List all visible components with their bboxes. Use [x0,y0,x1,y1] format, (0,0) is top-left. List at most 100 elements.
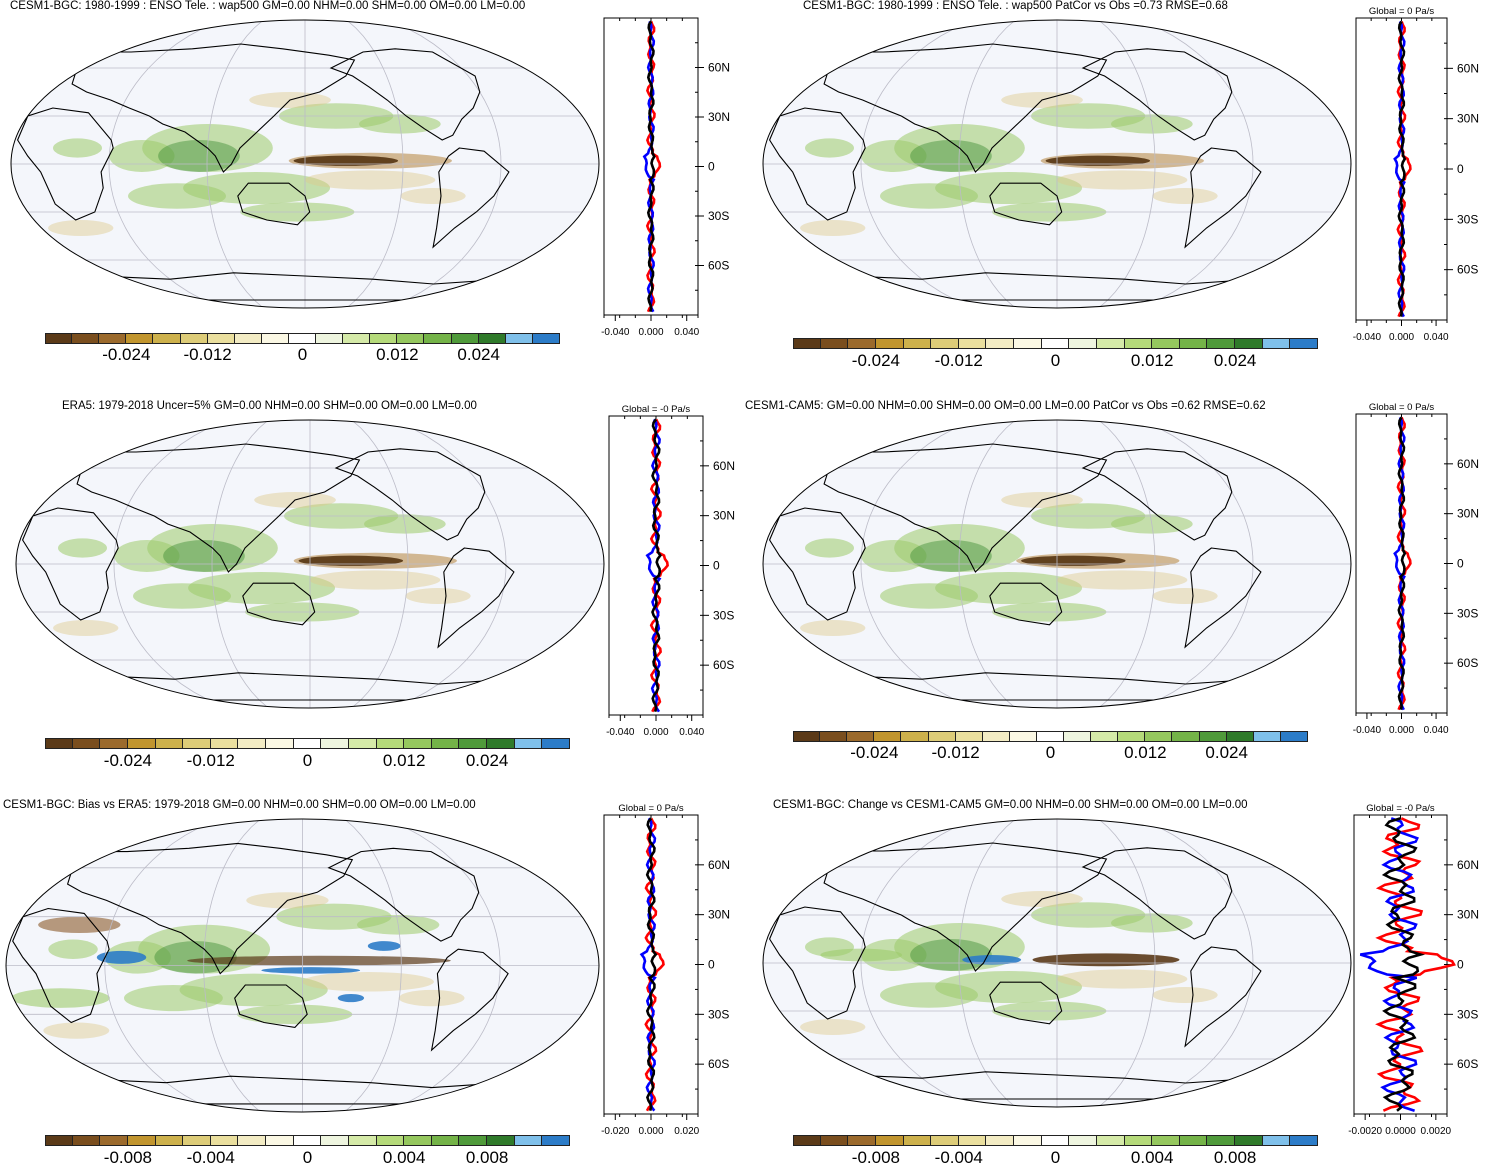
colorbar-swatch [321,738,349,749]
profile-axes: Global = 0 Pa/s 60N 30N 0 30S 60S -0.040 0.000 0… [1353,402,1479,736]
profile-title: Global = 0 Pa/s [618,803,683,814]
anomaly-patch [1056,170,1188,190]
anomaly-patch [38,916,121,933]
coastline [1081,448,1233,541]
anomaly-patch [48,220,114,236]
colorbar-swatch [1253,731,1281,742]
graticule [11,20,599,308]
colorbar-swatch [451,333,479,344]
coastline [1184,946,1262,1048]
colorbar-swatch [931,1135,959,1146]
colorbar-swatch [901,731,929,742]
robinson-map [5,818,600,1113]
colorbar-swatch [1064,731,1092,742]
colorbar-swatch [1179,1135,1208,1146]
profile-black-line [645,817,658,1112]
longitude-line [351,420,409,708]
x-tick-label: 0.040 [1424,725,1449,736]
colorbar-swatch [1172,731,1200,742]
colorbar-frame [793,338,1318,349]
colorbar-swatch [1096,1135,1125,1146]
colorbar-swatch [155,1135,184,1146]
colorbar-tick-label: 0.012 [376,345,419,364]
longitude-line [344,819,402,1112]
coastline [98,272,506,301]
lat-tick-label: 30S [708,209,729,223]
colorbar-swatch [207,333,235,344]
anomaly-patch [1152,987,1218,1003]
colorbar-swatch [1118,731,1146,742]
change-band [1032,953,1180,967]
enso-tongue-core [1045,155,1151,166]
colorbar-swatch [986,1135,1015,1146]
colorbar-swatch [1152,338,1180,349]
colorbar-tick-label: -0.004 [934,1148,983,1167]
x-tick-label: 0.000 [1389,725,1414,736]
colorbar-tick-label: -0.012 [934,351,983,370]
coastline [12,907,110,1024]
colorbar-swatch [183,1135,211,1146]
coastline [768,507,866,621]
colorbar-swatch [348,1135,377,1146]
coastline [329,48,481,141]
anomaly-patch [880,583,979,609]
colorbar-frame [45,1135,570,1146]
robinson-map [762,419,1352,709]
colorbar-swatch [99,333,127,344]
anomaly-patch [124,985,223,1012]
x-tick-label: 0.020 [674,1126,699,1137]
coastline [237,182,311,226]
coastline [1081,48,1233,141]
longitude-line [860,20,974,308]
longitude-line [113,420,227,708]
x-tick-label: -0.040 [1353,725,1382,736]
colorbar-frame [45,333,560,344]
colorbar-swatch [1091,731,1119,742]
colorbar-swatch [478,333,506,344]
coastline [437,547,515,649]
colorbar-tick-label: 0.024 [1213,351,1257,370]
colorbar-swatch [155,738,184,749]
colorbar-tick-label: 0.008 [1213,1148,1257,1167]
colorbar-swatch [487,1135,515,1146]
profile-black-line [646,20,656,312]
colorbar-swatch [126,333,154,344]
x-tick-label: -0.040 [606,727,635,738]
profile-axes: Global = 0 Pa/s 60N 30N 0 30S 60S -0.020 0.000 0… [601,803,730,1137]
colorbar-swatch [431,738,460,749]
graticule [763,819,1351,1107]
colorbar-swatch [875,1135,904,1146]
colorbar-swatch [793,731,821,742]
colorbar-swatch [459,738,488,749]
change-blue-patch [962,955,1022,965]
lat-tick-label: 30N [713,509,735,523]
x-tick-label: 0.0020 [1421,1126,1452,1137]
colorbar-swatch [820,731,848,742]
coastline [850,1071,1258,1100]
anomaly-patch [1152,588,1218,604]
anomaly-patch [800,1019,866,1035]
coastline [989,582,1063,626]
profile-axes: 60N 30N 0 30S 60S -0.040 0.000 0.040 [601,17,730,338]
colorbar [45,1135,570,1146]
colorbar-swatch [1124,1135,1153,1146]
colorbar-tick-label: 0.012 [382,751,426,770]
lat-tick-label: 60N [708,858,730,872]
colorbar-swatch [514,738,543,749]
colorbar-tick-label: 0 [302,751,313,770]
coastline [327,847,480,942]
lat-tick-label: 0 [1457,557,1464,571]
coastline [850,272,1258,301]
colorbar-tick-label: -0.024 [103,751,152,770]
x-tick-label: 0.000 [643,727,668,738]
colorbar-swatch [293,738,322,749]
bias-blue-patch [367,941,401,951]
colorbar-swatch [1069,1135,1097,1146]
colorbar [793,731,1308,742]
colorbar-swatch [183,738,211,749]
lat-tick-label: 0 [1457,958,1464,972]
anomaly-patch [400,188,466,204]
profile-blue-line [1393,20,1406,318]
longitude-line [346,20,404,308]
